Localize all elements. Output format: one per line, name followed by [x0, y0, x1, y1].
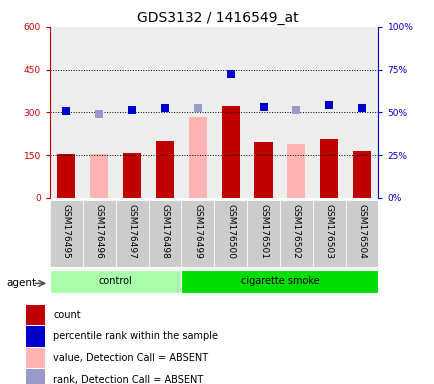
Bar [82, 269, 115, 294]
Bar [247, 269, 279, 294]
Bar [312, 200, 345, 267]
Bar [254, 142, 272, 198]
Text: control: control [99, 276, 132, 286]
Bar [345, 27, 378, 198]
Bar [312, 27, 345, 198]
Bar [155, 141, 174, 198]
Bar [214, 200, 247, 267]
Bar [115, 269, 148, 294]
Text: cigarette smoke: cigarette smoke [240, 276, 319, 286]
Point [194, 105, 201, 111]
Point [325, 102, 332, 108]
Text: agent: agent [7, 278, 36, 288]
Bar [82, 27, 115, 198]
Point [358, 105, 365, 111]
Text: GSM176500: GSM176500 [226, 204, 235, 259]
Text: GDS3132 / 1416549_at: GDS3132 / 1416549_at [136, 11, 298, 25]
Bar [247, 200, 279, 267]
Bar [279, 27, 312, 198]
Bar [90, 154, 108, 198]
Bar [148, 269, 181, 294]
Bar [188, 117, 207, 198]
Text: GSM176501: GSM176501 [258, 204, 267, 259]
Bar [26, 305, 45, 325]
Text: percentile rank within the sample: percentile rank within the sample [53, 331, 218, 341]
Bar [214, 27, 247, 198]
Text: GSM176499: GSM176499 [193, 204, 202, 259]
Bar [26, 326, 45, 347]
Text: GSM176502: GSM176502 [291, 204, 300, 259]
Text: GSM176503: GSM176503 [324, 204, 333, 259]
Bar [181, 270, 378, 293]
Bar [279, 269, 312, 294]
Bar [352, 151, 370, 198]
Bar [123, 153, 141, 198]
Bar [312, 269, 345, 294]
Text: GSM176504: GSM176504 [357, 204, 366, 259]
Bar [26, 348, 45, 369]
Point [227, 71, 233, 77]
Point [63, 108, 70, 114]
Bar [221, 106, 239, 198]
Bar [181, 27, 214, 198]
Bar [279, 200, 312, 267]
Point [292, 107, 299, 113]
Bar [50, 200, 82, 267]
Bar [115, 27, 148, 198]
Bar [26, 369, 45, 384]
Bar [345, 269, 378, 294]
Bar [148, 27, 181, 198]
Point [161, 105, 168, 111]
Text: GSM176495: GSM176495 [62, 204, 71, 259]
Bar [82, 200, 115, 267]
Bar [214, 269, 247, 294]
Bar [181, 269, 214, 294]
Bar [115, 200, 148, 267]
Bar [345, 200, 378, 267]
Bar [319, 139, 338, 198]
Text: GSM176498: GSM176498 [160, 204, 169, 259]
Bar [57, 154, 76, 198]
Bar [181, 200, 214, 267]
Point [95, 111, 102, 117]
Bar [50, 27, 82, 198]
Text: GSM176497: GSM176497 [127, 204, 136, 259]
Text: GSM176496: GSM176496 [95, 204, 104, 259]
Bar [148, 200, 181, 267]
Bar [247, 27, 279, 198]
Bar [286, 144, 305, 198]
Point [128, 107, 135, 113]
Point [260, 104, 266, 110]
Bar [50, 269, 82, 294]
Text: count: count [53, 310, 81, 320]
Text: rank, Detection Call = ABSENT: rank, Detection Call = ABSENT [53, 375, 203, 384]
Bar [50, 270, 181, 293]
Text: value, Detection Call = ABSENT: value, Detection Call = ABSENT [53, 353, 208, 363]
